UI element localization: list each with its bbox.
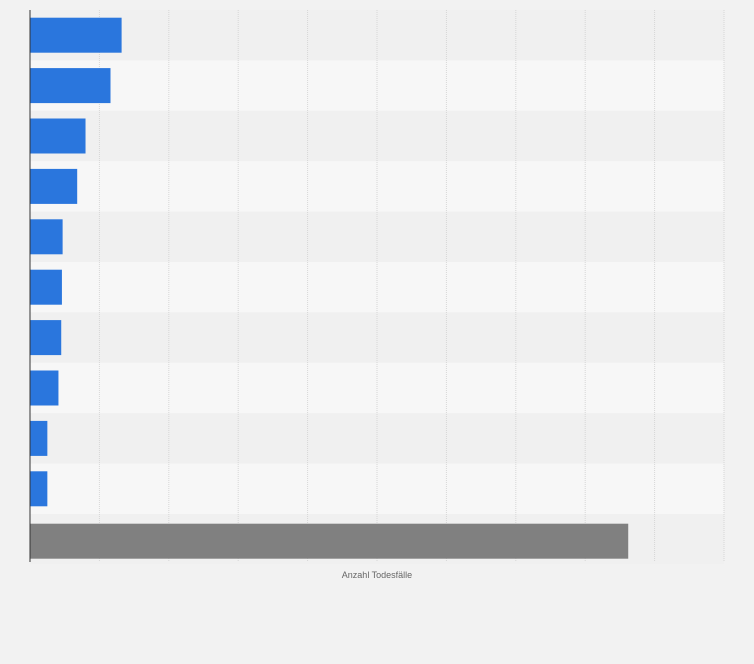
bar xyxy=(30,370,59,406)
bar xyxy=(30,68,111,104)
bar xyxy=(30,420,48,456)
gridlines xyxy=(98,10,725,562)
bars xyxy=(30,17,629,559)
bar xyxy=(30,219,63,255)
bar xyxy=(30,269,62,305)
row-bands xyxy=(30,10,724,565)
bar xyxy=(30,17,122,53)
bar xyxy=(30,118,86,154)
row-band xyxy=(30,60,724,111)
bar xyxy=(30,523,629,559)
row-band xyxy=(30,312,724,363)
bar xyxy=(30,320,62,356)
bar xyxy=(30,471,48,507)
x-axis-label: Anzahl Todesfälle xyxy=(342,570,412,580)
bar xyxy=(30,168,78,204)
